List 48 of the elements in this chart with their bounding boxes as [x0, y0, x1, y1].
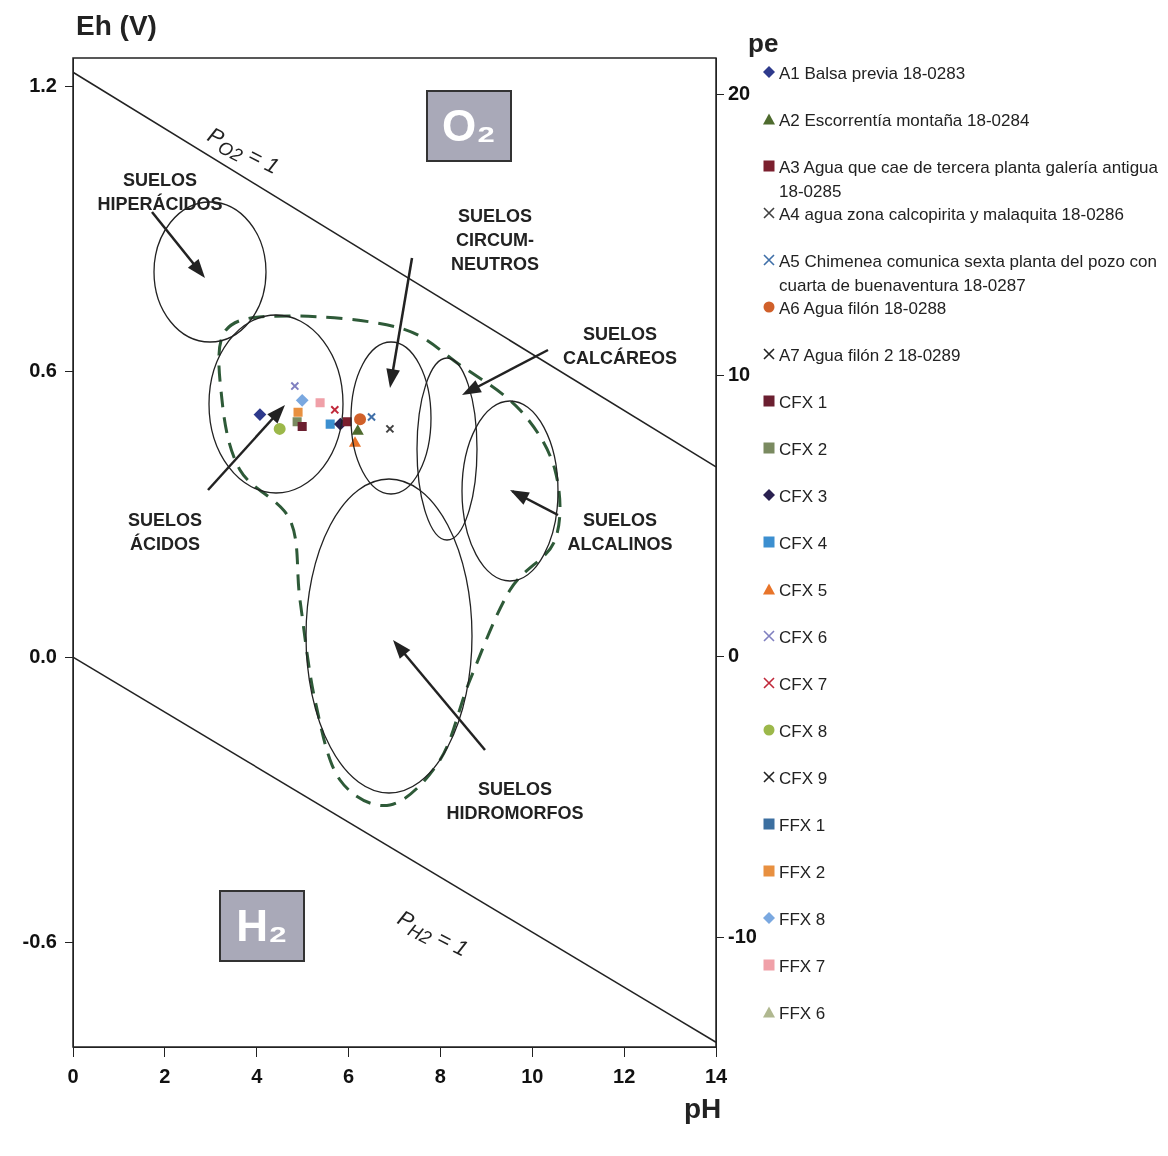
legend-label: A3 Agua que cae de tercera planta galería antigua 18-0285 — [779, 157, 1159, 203]
annotation: SUELOS ÁCIDOS — [127, 509, 203, 556]
legend-label: CFX 2 — [779, 439, 828, 461]
legend-label: FFX 1 — [779, 815, 826, 837]
legend-label: CFX 5 — [779, 580, 828, 602]
x-tick-label: 0 — [67, 1064, 79, 1087]
annotation: SUELOS HIDROMORFOS — [445, 778, 585, 825]
legend-label: A4 agua zona calcopirita y malaquita 18-0286 — [779, 204, 1124, 226]
legend-label: CFX 1 — [779, 392, 828, 414]
x-axis-title: pH — [684, 1093, 722, 1125]
x-tick-label: 10 — [521, 1064, 544, 1087]
x-tick-label: 12 — [613, 1064, 636, 1087]
legend-label: A6 Agua filón 18-0288 — [779, 298, 947, 320]
legend-label: CFX 8 — [779, 721, 828, 743]
legend-label: FFX 2 — [779, 862, 826, 884]
y2-tick-label: 10 — [728, 363, 751, 386]
annotation: SUELOS HIPERÁCIDOS — [96, 169, 224, 216]
legend-label: A5 Chimenea comunica sexta planta del pozo con cuarta de buenaventura 18-0287 — [779, 251, 1158, 297]
legend-label: CFX 4 — [779, 533, 828, 555]
y2-tick-label: -10 — [728, 924, 757, 947]
y-axis-title: Eh (V) — [76, 10, 157, 42]
legend-label: CFX 9 — [779, 768, 828, 790]
legend-label: A7 Agua filón 2 18-0289 — [779, 345, 961, 367]
legend-label: CFX 6 — [779, 627, 828, 649]
y-tick-label: 1.2 — [29, 74, 57, 97]
legend-label: CFX 7 — [779, 674, 828, 696]
legend-label: FFX 6 — [779, 1003, 826, 1025]
legend-label: A2 Escorrentía montaña 18-0284 — [779, 110, 1030, 132]
y2-tick-label: 20 — [728, 82, 751, 105]
x-tick-label: 2 — [159, 1064, 171, 1087]
annotation: O₂ — [426, 90, 512, 162]
x-tick-label: 4 — [251, 1064, 264, 1087]
legend-label: CFX 3 — [779, 486, 828, 508]
x-tick-label: 6 — [343, 1064, 355, 1087]
y2-tick-label: 0 — [728, 643, 740, 666]
legend-label: FFX 7 — [779, 956, 826, 978]
y-tick-label: 0.6 — [29, 359, 57, 382]
annotation: H₂ — [219, 890, 305, 962]
legend-label: FFX 8 — [779, 909, 826, 931]
y2-axis-title: pe — [748, 28, 779, 59]
annotation: SUELOS CALCÁREOS — [562, 323, 678, 370]
y-tick-label: -0.6 — [22, 929, 57, 952]
x-tick-label: 8 — [434, 1064, 446, 1087]
annotation: SUELOS ALCALINOS — [566, 509, 674, 556]
y-tick-label: 0.0 — [29, 644, 57, 667]
x-tick-label: 14 — [704, 1064, 728, 1087]
annotation: SUELOS CIRCUM-NEUTROS — [450, 205, 540, 276]
legend-label: A1 Balsa previa 18-0283 — [779, 63, 966, 85]
